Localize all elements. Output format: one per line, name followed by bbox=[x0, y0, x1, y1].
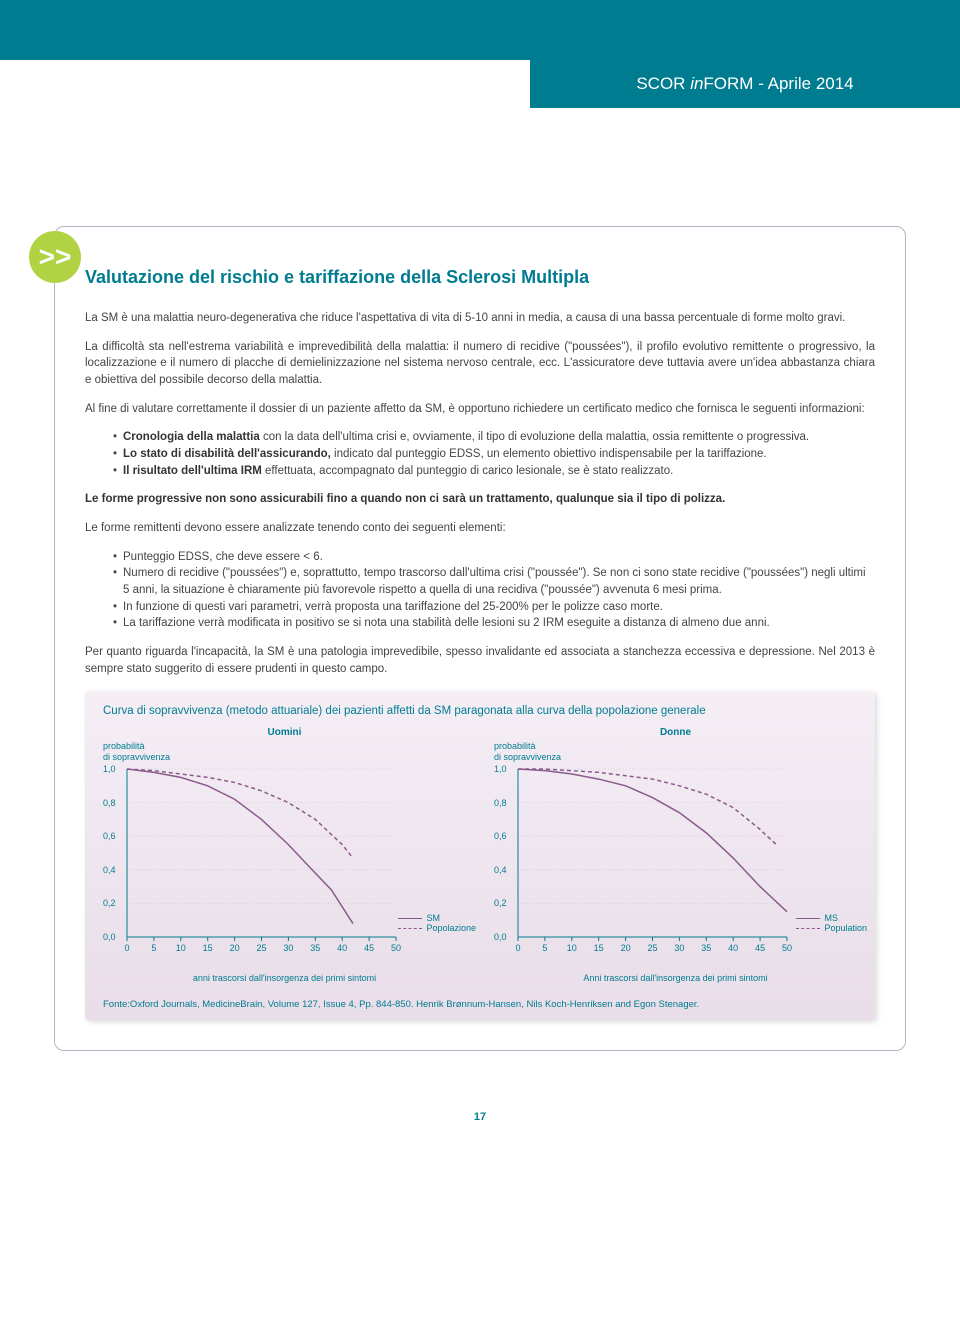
list-item: Numero di recidive ("poussées") e, sopra… bbox=[113, 565, 875, 598]
bold-paragraph: Le forme progressive non sono assicurabi… bbox=[85, 491, 875, 508]
list-item: Punteggio EDSS, che deve essere < 6. bbox=[113, 549, 875, 566]
paragraph: Le forme remittenti devono essere analiz… bbox=[85, 520, 875, 537]
x-axis-label: Anni trascorsi dall'insorgenza dei primi… bbox=[494, 973, 857, 983]
chart-right: Donne probabilitàdi sopravvivenza MS Pop… bbox=[494, 727, 857, 983]
chart-left: Uomini probabilitàdi sopravvivenza SM Po… bbox=[103, 727, 466, 983]
paragraph: Per quanto riguarda l'incapacità, la SM … bbox=[85, 644, 875, 677]
y-axis-label: probabilitàdi sopravvivenza bbox=[494, 741, 857, 763]
list-item: Lo stato di disabilità dell'assicurando,… bbox=[113, 446, 875, 463]
y-axis-label: probabilitàdi sopravvivenza bbox=[103, 741, 466, 763]
content-box: >> Valutazione del rischio e tariffazion… bbox=[54, 226, 906, 1051]
bullet-list: Cronologia della malattia con la data de… bbox=[85, 429, 875, 479]
page-number: 17 bbox=[54, 1111, 906, 1123]
paragraph: La SM è una malattia neuro-degenerativa … bbox=[85, 310, 875, 327]
chart-subtitle: Donne bbox=[494, 727, 857, 738]
bullet-list: Punteggio EDSS, che deve essere < 6. Num… bbox=[85, 549, 875, 632]
chart-card: Curva di sopravvivenza (metodo attuarial… bbox=[85, 691, 875, 1020]
survival-plot-women: MS Population 1,00,80,60,40,20,005101520… bbox=[494, 765, 857, 955]
chart-source: Fonte:Oxford Journals, MedicineBrain, Vo… bbox=[103, 999, 857, 1010]
header-title: SCOR inFORM - Aprile 2014 bbox=[530, 60, 960, 108]
list-item: La tariffazione verrà modificata in posi… bbox=[113, 615, 875, 632]
list-item: In funzione di questi vari parametri, ve… bbox=[113, 599, 875, 616]
section-title: Valutazione del rischio e tariffazione d… bbox=[85, 267, 875, 288]
paragraph: Al fine di valutare correttamente il dos… bbox=[85, 401, 875, 418]
paragraph: La difficoltà sta nell'estrema variabili… bbox=[85, 339, 875, 389]
chevron-icon: >> bbox=[29, 231, 81, 283]
list-item: Il risultato dell'ultima IRM effettuata,… bbox=[113, 463, 875, 480]
top-bar bbox=[0, 0, 960, 60]
x-axis-label: anni trascorsi dall'insorgenza dei primi… bbox=[103, 973, 466, 983]
chart-title: Curva di sopravvivenza (metodo attuarial… bbox=[103, 705, 857, 717]
list-item: Cronologia della malattia con la data de… bbox=[113, 429, 875, 446]
survival-plot-men: SM Popolazione 1,00,80,60,40,20,00510152… bbox=[103, 765, 466, 955]
chart-subtitle: Uomini bbox=[103, 727, 466, 738]
